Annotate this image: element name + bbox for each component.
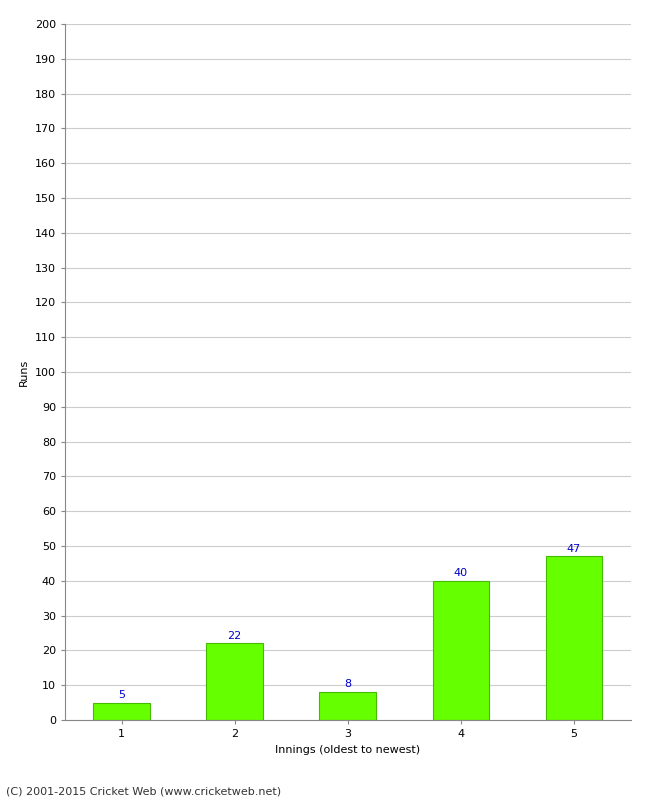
Text: 47: 47 [567, 544, 581, 554]
Text: 40: 40 [454, 568, 468, 578]
Text: 5: 5 [118, 690, 125, 700]
Bar [320, 692, 376, 720]
Text: 22: 22 [227, 630, 242, 641]
Bar [546, 557, 602, 720]
Text: 8: 8 [344, 679, 351, 690]
Text: (C) 2001-2015 Cricket Web (www.cricketweb.net): (C) 2001-2015 Cricket Web (www.cricketwe… [6, 786, 281, 796]
Bar [433, 581, 489, 720]
X-axis label: Innings (oldest to newest): Innings (oldest to newest) [275, 745, 421, 754]
Y-axis label: Runs: Runs [20, 358, 29, 386]
Bar [94, 702, 150, 720]
Bar [207, 643, 263, 720]
